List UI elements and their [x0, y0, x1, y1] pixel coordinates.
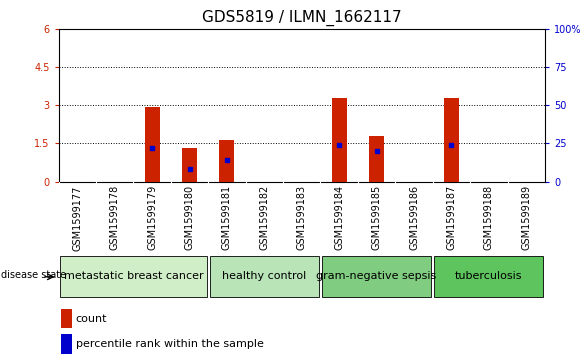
Bar	[61, 309, 71, 329]
FancyBboxPatch shape	[60, 256, 207, 297]
Text: GSM1599188: GSM1599188	[484, 185, 494, 250]
Bar	[369, 136, 384, 182]
Text: GSM1599187: GSM1599187	[447, 185, 456, 250]
Bar	[444, 98, 459, 182]
Text: count: count	[76, 314, 107, 324]
Bar	[332, 98, 347, 182]
Text: GSM1599185: GSM1599185	[372, 185, 381, 250]
Bar	[182, 148, 197, 182]
Text: disease state: disease state	[1, 269, 66, 280]
Title: GDS5819 / ILMN_1662117: GDS5819 / ILMN_1662117	[202, 10, 401, 26]
Text: healthy control: healthy control	[222, 271, 306, 281]
FancyBboxPatch shape	[434, 256, 543, 297]
Text: GSM1599179: GSM1599179	[147, 185, 157, 250]
Text: tuberculosis: tuberculosis	[455, 271, 523, 281]
Text: GSM1599181: GSM1599181	[222, 185, 232, 250]
Bar	[220, 139, 234, 182]
Text: GSM1599184: GSM1599184	[334, 185, 344, 250]
Text: GSM1599183: GSM1599183	[297, 185, 307, 250]
Text: GSM1599180: GSM1599180	[185, 185, 195, 250]
Text: GSM1599177: GSM1599177	[72, 185, 82, 250]
Bar	[61, 334, 71, 354]
FancyBboxPatch shape	[210, 256, 319, 297]
Text: percentile rank within the sample: percentile rank within the sample	[76, 339, 264, 349]
Text: GSM1599189: GSM1599189	[522, 185, 532, 250]
Text: GSM1599182: GSM1599182	[260, 185, 270, 250]
Bar	[145, 107, 159, 182]
FancyBboxPatch shape	[322, 256, 431, 297]
Text: gram-negative sepsis: gram-negative sepsis	[316, 271, 437, 281]
Text: GSM1599186: GSM1599186	[409, 185, 419, 250]
Text: GSM1599178: GSM1599178	[110, 185, 120, 250]
Text: metastatic breast cancer: metastatic breast cancer	[64, 271, 203, 281]
